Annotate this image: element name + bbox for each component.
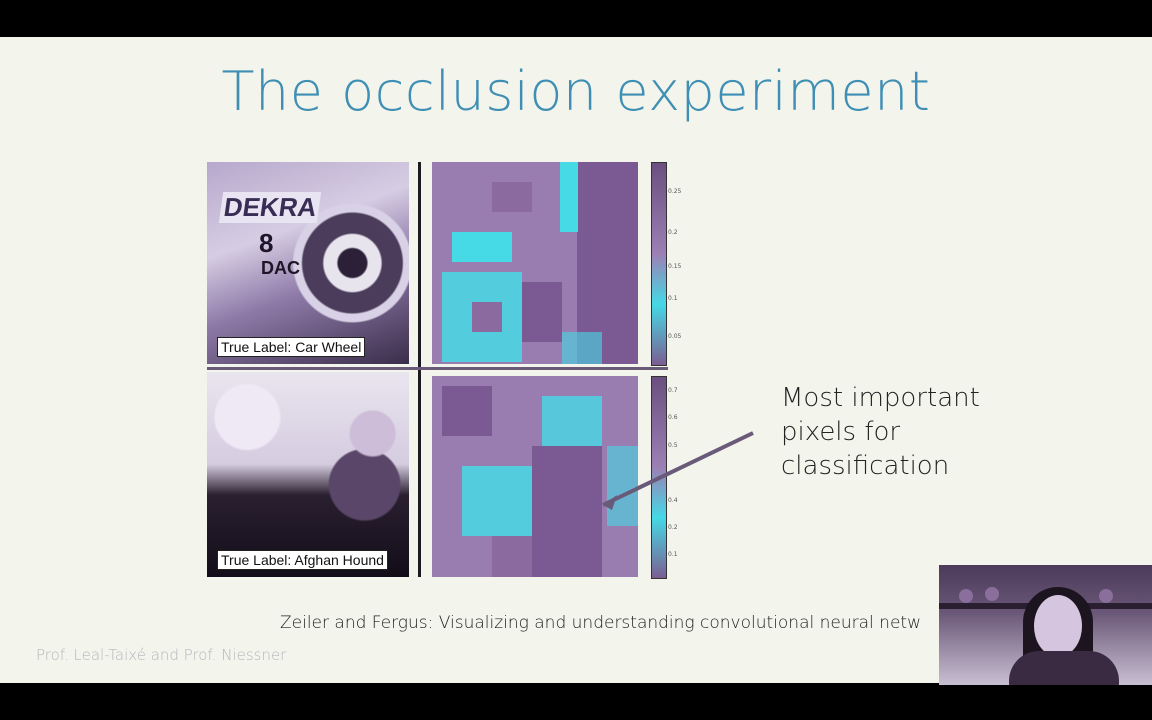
true-label-hound: True Label: Afghan Hound (217, 550, 388, 570)
colorbar-bottom-tick: 0.6 (668, 414, 678, 421)
true-label-car: True Label: Car Wheel (217, 337, 366, 357)
colorbar-top-tick: 0.2 (668, 229, 678, 236)
slide: The occlusion experiment DEKRA 8 DAC Tru… (0, 37, 1152, 683)
colorbar-bottom-tick: 0.2 (668, 524, 678, 531)
colorbar-bottom-tick: 0.7 (668, 387, 678, 394)
webcam-plant (985, 587, 999, 601)
colorbar-bottom-tick: 0.4 (668, 497, 678, 504)
colorbar-top-tick: 0.05 (668, 333, 682, 340)
occlusion-heatmap-car (432, 162, 638, 364)
webcam-plant (1099, 589, 1113, 603)
afghan-hound-image: True Label: Afghan Hound (207, 372, 409, 577)
occlusion-heatmap-hound (432, 376, 638, 577)
colorbar-top-tick: 0.15 (668, 263, 682, 270)
divider-horizontal (207, 367, 668, 370)
webcam-video (939, 565, 1152, 685)
footer-credit: Prof. Leal-Taixé and Prof. Niessner (36, 646, 287, 664)
colorbar-top (651, 162, 667, 366)
webcam-person-body (1009, 651, 1119, 685)
citation: Zeiler and Fergus: Visualizing and under… (280, 613, 921, 633)
annotation-arrow (602, 431, 754, 510)
annotation-line: Most important (781, 383, 980, 413)
colorbar-bottom-tick: 0.5 (668, 442, 678, 449)
annotation-line: classification (781, 451, 950, 481)
annotation-text: Most important pixels for classification (781, 381, 980, 483)
webcam-person-face (1034, 595, 1082, 657)
webcam-plant (959, 589, 973, 603)
colorbar-top-tick: 0.25 (668, 188, 682, 195)
car-sponsor-text: DAC (261, 258, 300, 278)
annotation-line: pixels for (781, 417, 901, 447)
car-number-text: 8 (259, 228, 274, 258)
colorbar-top-tick: 0.1 (668, 295, 678, 302)
car-wheel-image: DEKRA 8 DAC True Label: Car Wheel (207, 162, 409, 364)
slide-title: The occlusion experiment (221, 60, 931, 123)
colorbar-bottom-tick: 0.1 (668, 551, 678, 558)
